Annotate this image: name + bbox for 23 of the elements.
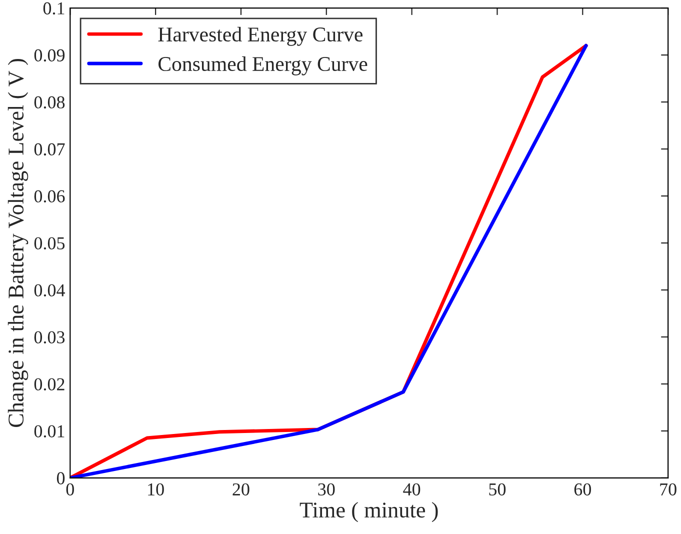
x-tick-label: 60 [574, 483, 591, 496]
x-axis-title: Time ( minute ) [300, 502, 438, 522]
x-tick-label: 70 [660, 483, 676, 496]
y-tick-label: 0 [56, 472, 65, 484]
x-tick-label: 10 [148, 483, 164, 496]
y-tick-label: 0.01 [34, 425, 64, 438]
x-tick-label: 30 [318, 483, 335, 496]
y-tick-label: 0.07 [34, 143, 65, 156]
y-tick-label: 0.09 [34, 49, 65, 62]
y-tick-label: 0.05 [34, 237, 65, 250]
x-tick-label: 50 [489, 483, 506, 496]
y-tick-label: 0.06 [34, 190, 65, 202]
y-tick-label: 0.08 [34, 96, 65, 109]
legend-label: Consumed Energy Curve [158, 56, 368, 76]
x-tick-label: 40 [403, 483, 420, 496]
y-tick-label: 0.1 [43, 2, 64, 15]
y-tick-label: 0.03 [34, 331, 65, 344]
x-tick-label: 0 [66, 483, 74, 496]
legend-label: Harvested Energy Curve [158, 26, 362, 46]
y-tick-label: 0.02 [34, 378, 64, 390]
y-tick-label: 0.04 [34, 284, 65, 296]
y-axis-title: Change in the Battery Voltage Level ( V ) [8, 58, 28, 428]
x-tick-label: 20 [232, 483, 250, 496]
